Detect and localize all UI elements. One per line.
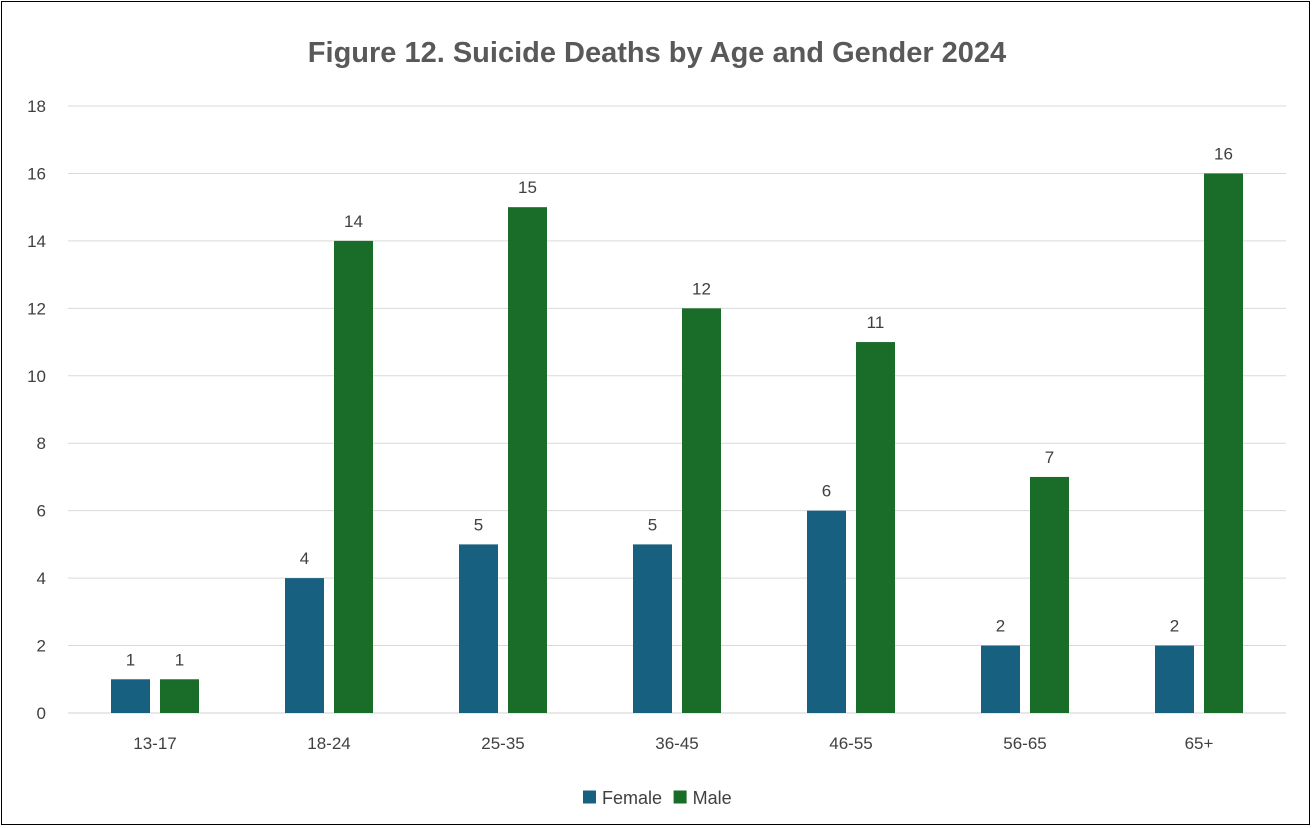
legend-label-male: Male	[693, 788, 732, 808]
y-axis-ticks: 0 2 4 6 8 10 12 14 16 18	[27, 97, 46, 723]
x-tick-label: 65+	[1185, 734, 1214, 753]
data-label: 12	[692, 279, 711, 298]
y-tick-label: 8	[37, 434, 46, 453]
bar-female-46-55	[807, 510, 846, 713]
data-label: 16	[1214, 144, 1233, 163]
bar-female-13-17	[111, 679, 150, 713]
x-tick-label: 46-55	[829, 734, 872, 753]
data-label: 2	[996, 617, 1005, 636]
chart-title: Figure 12. Suicide Deaths by Age and Gen…	[308, 37, 1006, 69]
bar-female-25-35	[459, 544, 498, 713]
legend-swatch-male	[673, 790, 687, 804]
bar-female-65+	[1155, 645, 1194, 713]
bars	[111, 173, 1243, 713]
y-tick-label: 14	[27, 232, 46, 251]
bar-female-18-24	[285, 578, 324, 713]
data-label: 7	[1045, 448, 1054, 467]
bar-male-65+	[1204, 173, 1243, 713]
bar-female-36-45	[633, 544, 672, 713]
x-tick-label: 25-35	[481, 734, 524, 753]
y-tick-label: 18	[27, 97, 46, 116]
bar-male-56-65	[1030, 476, 1069, 713]
x-tick-label: 18-24	[307, 734, 350, 753]
y-tick-label: 4	[37, 569, 46, 588]
data-label: 5	[648, 515, 657, 534]
data-label: 4	[300, 549, 309, 568]
y-tick-label: 10	[27, 367, 46, 386]
y-tick-label: 0	[37, 704, 46, 723]
bar-male-18-24	[334, 240, 373, 713]
data-label: 14	[344, 212, 363, 231]
gridlines	[68, 105, 1286, 714]
y-tick-label: 12	[27, 299, 46, 318]
x-axis-ticks: 13-17 18-24 25-35 36-45 46-55 56-65 65+	[133, 734, 1213, 753]
y-tick-label: 2	[37, 637, 46, 656]
legend-swatch-female	[583, 790, 596, 804]
x-tick-label: 56-65	[1003, 734, 1046, 753]
data-label: 2	[1170, 617, 1179, 636]
data-label: 15	[518, 178, 537, 197]
data-label: 5	[474, 515, 483, 534]
legend: Female Male	[583, 788, 732, 808]
bar-male-36-45	[682, 308, 721, 713]
bar-male-13-17	[160, 679, 199, 713]
data-label: 1	[175, 650, 184, 669]
x-tick-label: 13-17	[133, 734, 176, 753]
y-tick-label: 16	[27, 164, 46, 183]
data-label: 1	[126, 650, 135, 669]
data-label: 6	[822, 482, 831, 501]
legend-label-female: Female	[602, 788, 662, 808]
bar-male-46-55	[856, 342, 895, 713]
y-tick-label: 6	[37, 502, 46, 521]
data-label: 11	[867, 313, 885, 332]
x-tick-label: 36-45	[655, 734, 698, 753]
bar-female-56-65	[981, 645, 1020, 713]
bar-male-25-35	[508, 207, 547, 713]
